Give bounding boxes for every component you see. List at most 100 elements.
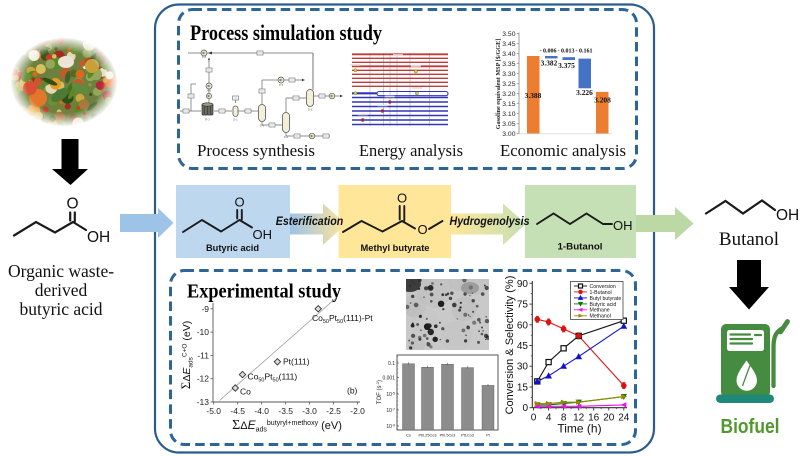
svg-text:3.382: 3.382 [541, 59, 558, 68]
svg-text:-10: -10 [197, 327, 210, 337]
svg-text:Time (h): Time (h) [557, 422, 601, 436]
svg-text:O: O [397, 191, 407, 206]
svg-text:-3.5: -3.5 [278, 406, 293, 416]
svg-text:Pt(111): Pt(111) [283, 357, 310, 367]
svg-text:20: 20 [603, 413, 615, 424]
svg-text:H-6: H-6 [207, 89, 212, 93]
svg-text:- 0.013: - 0.013 [558, 49, 575, 55]
svg-text:Esterification: Esterification [276, 216, 344, 228]
svg-text:Co50Pt50(111)-Pt: Co50Pt50(111)-Pt [312, 313, 373, 325]
svg-text:(b): (b) [347, 386, 358, 396]
svg-text:-2.0: -2.0 [350, 406, 365, 416]
svg-text:4: 4 [546, 413, 552, 424]
svg-text:Conversion: Conversion [590, 284, 616, 290]
svg-text:Process synthesis: Process synthesis [197, 141, 315, 160]
svg-text:-4.5: -4.5 [230, 406, 245, 416]
svg-text:OH: OH [87, 229, 110, 246]
svg-text:Energy analysis: Energy analysis [359, 141, 463, 160]
svg-text:OH: OH [613, 218, 633, 233]
svg-text:3.226: 3.226 [576, 88, 593, 97]
svg-text:butyric acid: butyric acid [19, 299, 102, 319]
svg-text:8: 8 [561, 413, 567, 424]
svg-text:Butyric acid: Butyric acid [590, 302, 617, 308]
svg-text:10-7: 10-7 [386, 407, 395, 414]
svg-text:Hydrogenolysis: Hydrogenolysis [450, 214, 530, 228]
svg-text:ΣΔEadsbutyryl+methoxy (eV): ΣΔEadsbutyryl+methoxy (eV) [232, 418, 342, 434]
svg-text:60: 60 [517, 320, 529, 331]
svg-text:3.10: 3.10 [502, 111, 515, 118]
svg-text:-2.5: -2.5 [326, 406, 341, 416]
svg-text:0: 0 [531, 413, 537, 424]
svg-text:3.30: 3.30 [502, 71, 515, 78]
svg-text:Butyric acid: Butyric acid [206, 243, 259, 253]
svg-text:Process simulation study: Process simulation study [190, 20, 382, 45]
svg-text:1-Butanol: 1-Butanol [590, 290, 612, 296]
svg-text:16: 16 [588, 413, 600, 424]
svg-text:Pt0.25Co3: Pt0.25Co3 [419, 434, 437, 438]
svg-text:- 0.006: - 0.006 [540, 49, 557, 55]
svg-text:ΣΔEadsC+O (eV): ΣΔEadsC+O (eV) [178, 321, 195, 389]
svg-text:3.45: 3.45 [502, 41, 515, 48]
svg-text:90: 90 [517, 279, 529, 290]
svg-text:OH: OH [253, 227, 273, 242]
svg-text:-5.0: -5.0 [206, 406, 221, 416]
svg-text:-3.0: -3.0 [302, 406, 317, 416]
svg-text:12: 12 [573, 413, 585, 424]
svg-text:O: O [417, 222, 427, 237]
svg-text:TOF (s-1): TOF (s-1) [375, 380, 383, 404]
svg-text:Pt1Co3: Pt1Co3 [461, 434, 474, 438]
svg-text:0.001: 0.001 [382, 375, 395, 381]
svg-text:10-9: 10-9 [386, 423, 395, 430]
svg-text:D-5: D-5 [308, 108, 313, 112]
svg-text:R-3: R-3 [205, 118, 210, 122]
svg-text:Biofuel: Biofuel [721, 416, 780, 438]
svg-text:Gasoline equivalent MSP [$/GGE: Gasoline equivalent MSP [$/GGE] [495, 39, 502, 130]
svg-text:Conversion & Selectivity (%): Conversion & Selectivity (%) [504, 276, 516, 415]
svg-text:Pt0.5Co3: Pt0.5Co3 [440, 434, 456, 438]
svg-text:3.50: 3.50 [502, 31, 515, 38]
svg-text:3.208: 3.208 [594, 96, 611, 105]
svg-text:1-Butanol: 1-Butanol [558, 242, 603, 252]
svg-text:3.25: 3.25 [502, 81, 515, 88]
svg-text:Methane: Methane [590, 308, 610, 314]
svg-text:Pt: Pt [486, 434, 491, 438]
svg-text:Experimental study: Experimental study [187, 281, 341, 303]
svg-text:30: 30 [517, 362, 529, 373]
svg-text:10-5: 10-5 [386, 391, 395, 398]
svg-text:Co: Co [240, 387, 251, 397]
svg-text:3.35: 3.35 [502, 61, 515, 68]
svg-text:-13: -13 [197, 397, 210, 407]
svg-text:P-5: P-5 [279, 83, 284, 87]
svg-text:3.15: 3.15 [502, 101, 515, 108]
svg-text:- 0.161: - 0.161 [576, 49, 593, 55]
svg-text:3.05: 3.05 [502, 121, 515, 128]
svg-text:3.20: 3.20 [502, 91, 515, 98]
svg-text:75: 75 [517, 300, 529, 311]
svg-text:D-4: D-4 [284, 135, 289, 139]
svg-text:O: O [66, 196, 78, 213]
svg-text:Organic waste-: Organic waste- [8, 261, 114, 281]
svg-text:P-8: P-8 [202, 55, 207, 59]
svg-text:Co: Co [406, 434, 411, 438]
svg-text:-9: -9 [201, 304, 209, 314]
svg-text:O: O [234, 195, 244, 210]
svg-text:0: 0 [522, 403, 528, 414]
svg-text:-12: -12 [197, 374, 210, 384]
svg-text:15: 15 [517, 383, 529, 394]
svg-text:D-3: D-3 [260, 124, 265, 128]
svg-text:Methanol: Methanol [590, 314, 611, 320]
svg-text:Butanol: Butanol [719, 229, 779, 250]
svg-text:24: 24 [618, 413, 630, 424]
svg-text:0.1: 0.1 [388, 361, 395, 367]
svg-text:Economic analysis: Economic analysis [500, 141, 626, 160]
svg-text:Butyl butyrate: Butyl butyrate [590, 296, 622, 302]
svg-text:3.00: 3.00 [502, 131, 515, 138]
svg-text:3.375: 3.375 [558, 61, 575, 70]
svg-text:Co50Pt50(111): Co50Pt50(111) [248, 372, 298, 384]
svg-text:-11: -11 [197, 350, 209, 360]
svg-text:3.40: 3.40 [502, 51, 515, 58]
svg-text:3.388: 3.388 [525, 91, 542, 100]
svg-text:OH: OH [776, 207, 799, 224]
svg-text:derived: derived [35, 280, 88, 300]
svg-text:Methyl butyrate: Methyl butyrate [361, 243, 430, 253]
